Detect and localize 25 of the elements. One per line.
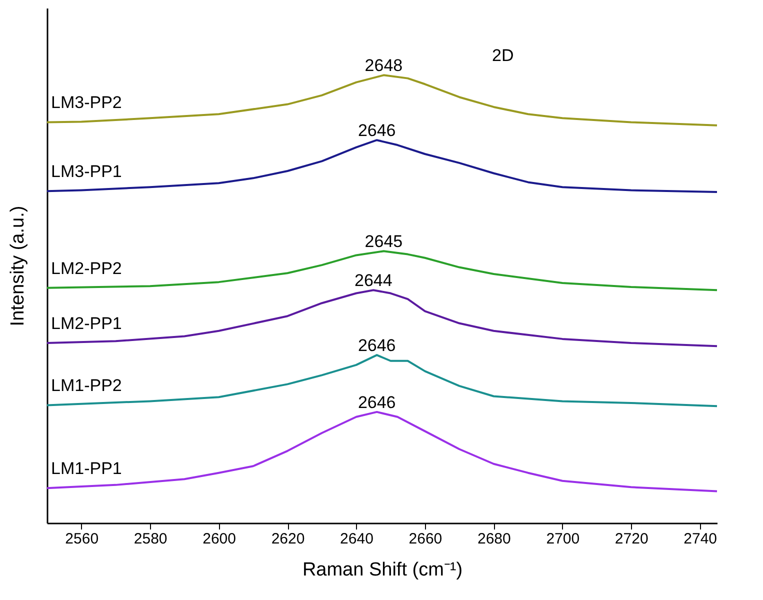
x-tick-label: 2620 — [271, 530, 305, 548]
x-tick-label: 2720 — [614, 530, 648, 548]
x-tick-label: 2640 — [340, 530, 374, 548]
x-tick-label: 2660 — [408, 530, 442, 548]
x-tick-label: 2600 — [202, 530, 236, 548]
x-tick-label: 2700 — [546, 530, 580, 548]
annotation: 2646 — [358, 121, 396, 140]
annotation: 2644 — [354, 271, 392, 290]
x-tick-label: 2560 — [65, 530, 99, 548]
text: 2D — [492, 46, 514, 65]
x-axis-title: Raman Shift (cm⁻¹) — [302, 560, 463, 580]
series-label: LM2-PP1 — [51, 314, 122, 333]
x-tick-label: 2680 — [477, 530, 511, 548]
series-label: LM3-PP2 — [51, 93, 122, 112]
x-tick-label: 2740 — [684, 530, 718, 548]
annotation: 2646 — [358, 392, 396, 412]
annotation: 2648 — [364, 56, 403, 76]
y-axis-title: Intensity (a.u.) — [8, 206, 28, 326]
series-label: LM3-PP1 — [51, 162, 122, 182]
annotation: 2646 — [358, 336, 396, 356]
x-tick-label: 2580 — [134, 530, 168, 548]
annotation: 2645 — [364, 232, 403, 252]
series-label: LM2-PP2 — [51, 258, 122, 278]
series-label: LM1-PP1 — [51, 459, 122, 478]
series-label: LM1-PP2 — [51, 376, 122, 396]
